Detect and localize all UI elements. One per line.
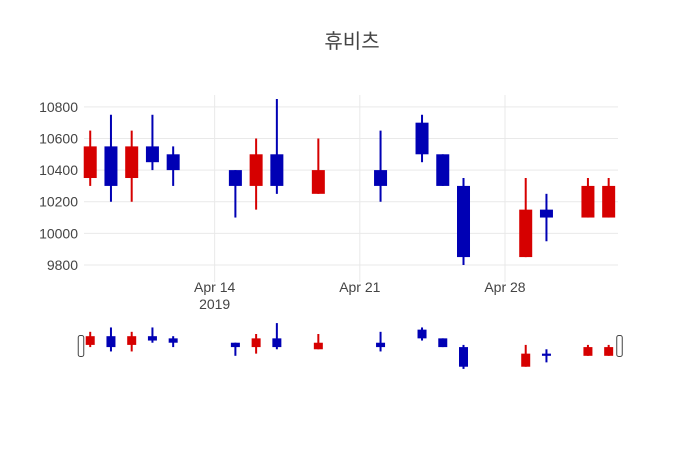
- mini-candle-apr-15: [230, 342, 240, 356]
- chart-title: 휴비츠: [324, 30, 379, 53]
- y-tick-10200: 10200: [39, 194, 78, 210]
- candle-apr-24: [415, 114, 429, 163]
- candle-body: [602, 185, 616, 218]
- mini-candle-may-2: [583, 344, 593, 356]
- candle-may-3: [602, 178, 616, 218]
- candle-apr-8: [83, 130, 97, 186]
- mini-candle-body: [85, 336, 95, 345]
- mini-candle-body: [127, 336, 137, 345]
- mini-candle-body: [521, 353, 531, 367]
- candle-apr-17: [270, 98, 284, 194]
- mini-candle-apr-9: [106, 327, 116, 352]
- candle-may-2: [581, 178, 595, 218]
- y-tick-10400: 10400: [39, 162, 78, 178]
- candle-body: [436, 154, 450, 186]
- y-tick-10600: 10600: [39, 130, 78, 146]
- mini-candle-body: [417, 329, 427, 339]
- candle-apr-25: [436, 154, 450, 186]
- mini-candle-apr-12: [168, 336, 178, 348]
- mini-candle-apr-29: [521, 344, 531, 367]
- y-tick-9800: 9800: [47, 257, 78, 273]
- candle-apr-12: [166, 146, 180, 186]
- x-tick-apr-28: Apr 28: [484, 279, 525, 295]
- mini-candle-apr-25: [438, 338, 448, 348]
- mini-candle-apr-26: [459, 344, 469, 369]
- y-tick-10000: 10000: [39, 225, 78, 241]
- x-tick-apr-21: Apr 21: [339, 279, 380, 295]
- candle-apr-19: [311, 138, 325, 194]
- candle-body: [311, 170, 325, 194]
- candle-apr-26: [457, 178, 471, 265]
- candle-apr-15: [228, 170, 242, 218]
- mini-candle-body: [604, 347, 614, 356]
- mini-candle-body: [147, 336, 157, 341]
- mini-candle-apr-30: [541, 349, 551, 363]
- candle-body: [581, 185, 595, 218]
- candle-body: [228, 170, 242, 186]
- range-slider-track[interactable]: [84, 322, 618, 370]
- range-slider-handle-left[interactable]: [77, 335, 85, 357]
- candle-body: [166, 154, 180, 171]
- candle-apr-22: [374, 130, 388, 202]
- mini-candle-apr-24: [417, 327, 427, 341]
- candle-body: [457, 185, 471, 258]
- x-tick-sublabel-2019: 2019: [199, 296, 230, 312]
- candle-body: [519, 209, 533, 258]
- mini-candle-apr-10: [127, 331, 137, 352]
- mini-candle-body: [168, 338, 178, 343]
- mini-candle-body: [459, 347, 469, 367]
- candle-body: [374, 170, 388, 186]
- candle-body: [83, 146, 97, 179]
- candle-body: [415, 122, 429, 155]
- mini-candle-body: [438, 338, 448, 348]
- mini-candle-body: [541, 353, 551, 356]
- candle-body: [125, 146, 139, 179]
- mini-candle-apr-16: [251, 334, 261, 354]
- candle-apr-29: [519, 178, 533, 258]
- candles-layer: [83, 98, 616, 265]
- candle-apr-9: [104, 114, 118, 202]
- candle-apr-30: [539, 193, 553, 242]
- mini-candle-body: [230, 342, 240, 348]
- mini-candle-body: [583, 347, 593, 356]
- mini-candle-may-3: [604, 344, 614, 356]
- mini-candle-apr-19: [313, 334, 323, 350]
- candle-body: [539, 209, 553, 218]
- y-tick-10800: 10800: [39, 99, 78, 115]
- mini-candle-body: [106, 336, 116, 348]
- mini-candle-body: [376, 342, 386, 348]
- mini-candle-body: [251, 338, 261, 348]
- candle-body: [249, 154, 263, 186]
- horizontal-gridlines: [84, 106, 618, 266]
- mini-candle-body: [272, 338, 282, 348]
- candle-apr-16: [249, 138, 263, 210]
- candle-body: [104, 146, 118, 186]
- candle-apr-11: [145, 114, 159, 171]
- mini-candle-apr-11: [147, 327, 157, 343]
- vertical-gridlines: [214, 95, 506, 282]
- y-axis-tick-labels: 10800 10600 10400 10200 10000 9800: [39, 99, 78, 273]
- range-slider[interactable]: [77, 322, 623, 370]
- mini-candle-body: [313, 342, 323, 350]
- candle-apr-10: [125, 130, 139, 202]
- candle-body: [145, 146, 159, 163]
- mini-candle-apr-17: [272, 323, 282, 350]
- x-tick-apr-14: Apr 14: [194, 279, 235, 295]
- range-slider-handle-right[interactable]: [616, 335, 623, 357]
- mini-candle-apr-8: [85, 331, 95, 348]
- candle-body: [270, 154, 284, 186]
- mini-candle-apr-22: [376, 331, 386, 352]
